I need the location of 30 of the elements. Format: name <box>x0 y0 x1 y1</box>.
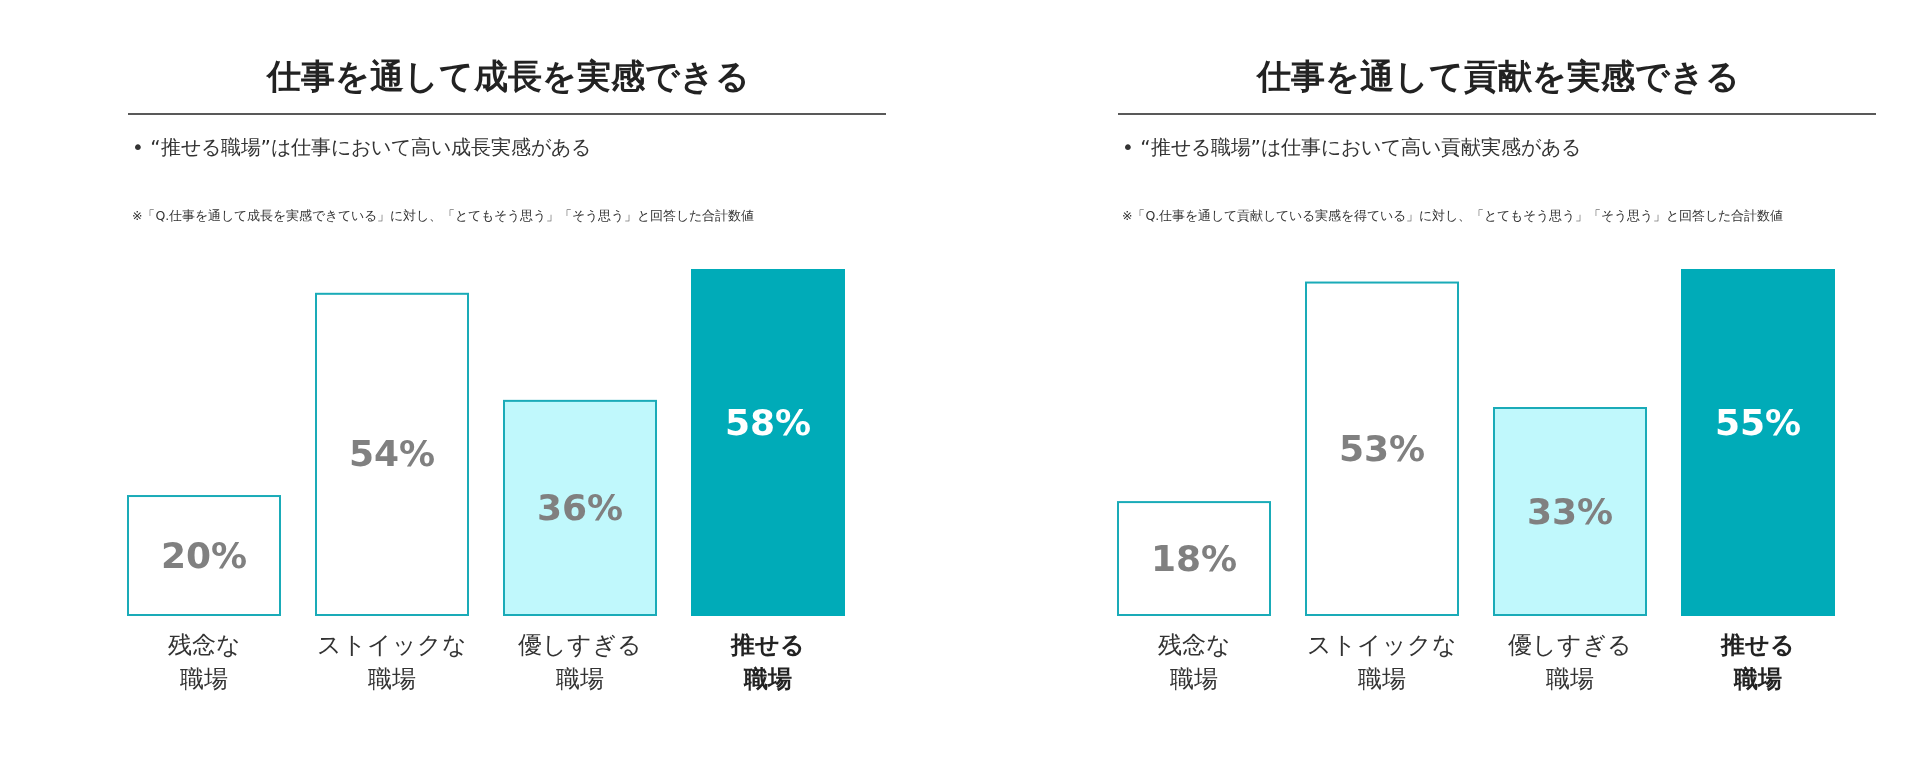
bar <box>1681 269 1835 616</box>
chart-title: 仕事を通して貢献を実感できる <box>1254 56 1740 96</box>
x-tick-label: 推せる職場 <box>730 631 805 693</box>
bar <box>127 495 281 616</box>
bar <box>691 269 845 616</box>
bar <box>1117 501 1271 616</box>
data-label: 36% <box>536 486 624 528</box>
x-tick-label: ストイックな職場 <box>317 631 467 693</box>
data-label: 33% <box>1526 490 1614 532</box>
bar <box>503 399 657 616</box>
bar <box>1493 407 1647 616</box>
data-label: 18% <box>1150 537 1238 579</box>
x-tick-label: 残念な職場 <box>167 631 241 693</box>
x-tick-label: 優しすぎる職場 <box>1508 631 1632 693</box>
bar <box>315 292 469 616</box>
chart-subtitle: • “推せる職場”は仕事において高い貢献実感がある <box>1122 135 1581 159</box>
chart-subtitle: • “推せる職場”は仕事において高い成長実感がある <box>132 135 591 159</box>
data-label: 54% <box>348 433 436 475</box>
data-label: 55% <box>1714 402 1802 443</box>
chart-title: 仕事を通して成長を実感できる <box>264 56 750 96</box>
text: ※「Q.仕事を通して貢献している実感を得ている」に対し、「とてもそう思う」「そう思う」と回答した合計数値 <box>1122 208 1784 223</box>
data-label: 53% <box>1338 427 1426 469</box>
x-tick-label: ストイックな職場 <box>1307 631 1457 693</box>
data-label: 58% <box>724 402 812 443</box>
bar <box>1305 281 1459 616</box>
x-tick-label: 残念な職場 <box>1157 631 1231 693</box>
x-tick-label: 推せる職場 <box>1720 631 1795 693</box>
text: ※「Q.仕事を通して成長を実感できている」に対し、「とてもそう思う」「そう思う」と回答した合計数値 <box>132 208 755 223</box>
x-tick-label: 優しすぎる職場 <box>518 631 642 693</box>
data-label: 20% <box>160 534 248 576</box>
